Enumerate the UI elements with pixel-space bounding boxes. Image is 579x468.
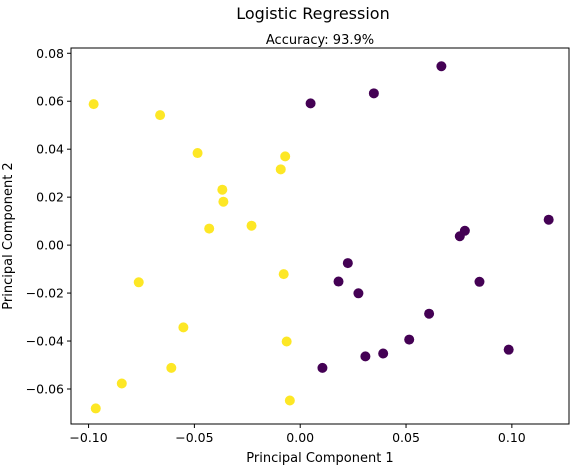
scatter-point-yellow — [217, 184, 228, 195]
scatter-point-yellow — [116, 378, 127, 389]
y-axis-label: Principal Component 2 — [1, 162, 16, 309]
scatter-point-yellow — [281, 336, 292, 347]
scatter-point-yellow — [280, 151, 291, 162]
scatter-point-purple — [404, 334, 415, 345]
scatter-point-purple — [333, 276, 344, 287]
scatter-point-purple — [342, 258, 353, 269]
scatter-point-yellow — [133, 277, 144, 288]
scatter-point-yellow — [284, 395, 295, 406]
x-tick-label: −0.05 — [175, 430, 213, 445]
scatter-point-purple — [368, 88, 379, 99]
scatter-point-purple — [436, 61, 447, 72]
scatter-point-yellow — [218, 196, 229, 207]
scatter-point-yellow — [166, 362, 177, 373]
y-tick-label: −0.02 — [26, 286, 64, 301]
plot-frame — [70, 47, 570, 425]
chart-subtitle: Accuracy: 93.9% — [266, 33, 374, 48]
x-tick-label: 0.05 — [392, 430, 420, 445]
scatter-point-purple — [360, 351, 371, 362]
scatter-point-yellow — [278, 269, 289, 280]
scatter-point-purple — [353, 288, 364, 299]
y-tick-label: −0.06 — [26, 381, 64, 396]
x-tick-label: −0.10 — [69, 430, 107, 445]
points-layer — [88, 61, 554, 414]
scatter-point-purple — [317, 362, 328, 373]
scatter-point-purple — [454, 231, 465, 242]
scatter-point-yellow — [178, 322, 189, 333]
scatter-point-purple — [503, 344, 514, 355]
y-axis: −0.06 −0.04 −0.02 0.00 0.02 0.04 0.06 0.08 — [26, 46, 71, 396]
scatter-point-yellow — [246, 220, 257, 231]
scatter-point-yellow — [192, 148, 203, 159]
scatter-point-yellow — [155, 110, 166, 121]
x-axis-label: Principal Component 1 — [246, 451, 393, 466]
y-tick-label: 0.06 — [36, 94, 64, 109]
scatter-point-yellow — [275, 164, 286, 175]
scatter-point-purple — [543, 214, 554, 225]
x-axis: −0.10 −0.05 0.00 0.05 0.10 — [69, 424, 526, 445]
scatter-point-yellow — [88, 99, 99, 110]
y-tick-label: −0.04 — [26, 334, 64, 349]
scatter-point-purple — [474, 276, 485, 287]
scatter-point-yellow — [204, 223, 215, 234]
scatter-point-yellow — [90, 403, 101, 414]
chart-title: Logistic Regression — [236, 4, 389, 23]
x-tick-label: 0.10 — [498, 430, 526, 445]
y-tick-label: 0.02 — [36, 190, 64, 205]
y-tick-label: 0.00 — [36, 238, 64, 253]
scatter-point-purple — [378, 348, 389, 359]
y-tick-label: 0.08 — [36, 46, 64, 61]
scatter-point-purple — [424, 308, 435, 319]
x-tick-label: 0.00 — [286, 430, 314, 445]
scatter-point-purple — [305, 98, 316, 109]
y-tick-label: 0.04 — [36, 142, 64, 157]
